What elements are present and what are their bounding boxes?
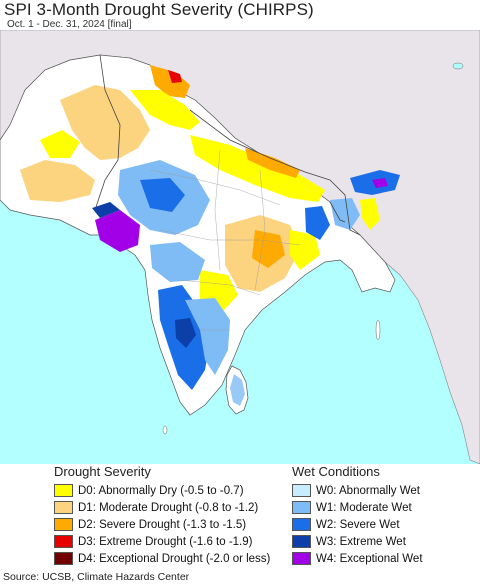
- drought-area-kashmir-extreme: [168, 70, 182, 83]
- wet-legend-item: W0: Abnormally Wet: [292, 483, 420, 498]
- drought-map: [0, 30, 480, 464]
- drought-legend-label: D3: Extreme Drought (-1.6 to -1.9): [78, 535, 253, 548]
- drought-area-kashmir: [150, 65, 190, 98]
- drought-legend-label: D4: Exceptional Drought (-2.0 or less): [78, 552, 271, 565]
- island-maldives: [162, 425, 168, 435]
- wet-area-south: [185, 298, 230, 375]
- wet-legend-label: W2: Severe Wet: [316, 518, 400, 531]
- wet-legend-label: W3: Extreme Wet: [316, 535, 406, 548]
- wet-legend-swatch: [292, 501, 311, 514]
- wet-legend-item: W4: Exceptional Wet: [292, 551, 423, 566]
- wet-legend-label: W1: Moderate Wet: [316, 501, 412, 514]
- wet-legend-label: W4: Exceptional Wet: [316, 552, 423, 565]
- wet-area-bengal: [305, 206, 330, 240]
- wet-area-south-extreme: [175, 318, 196, 348]
- sri-lanka-wet: [230, 374, 245, 406]
- drought-legend-heading: Drought Severity: [54, 464, 151, 479]
- drought-area-odisha: [290, 230, 320, 270]
- drought-area-balochistan: [20, 160, 95, 202]
- drought-area-gangetic: [190, 135, 325, 202]
- drought-legend-swatch: [54, 501, 73, 514]
- drought-legend-item: D1: Moderate Drought (-0.8 to -1.2): [54, 500, 258, 515]
- wet-legend-swatch: [292, 518, 311, 531]
- wet-legend-item: W2: Severe Wet: [292, 517, 400, 532]
- wet-area-bangladesh: [330, 198, 360, 230]
- wet-legend-item: W1: Moderate Wet: [292, 500, 412, 515]
- source-credit: Source: UCSB, Climate Hazards Center: [3, 571, 190, 583]
- map-title: SPI 3-Month Drought Severity (CHIRPS): [4, 0, 314, 19]
- drought-legend-swatch: [54, 518, 73, 531]
- drought-area-afghan-border: [40, 130, 80, 158]
- wet-legend-heading: Wet Conditions: [292, 464, 380, 479]
- wet-area-rajasthan-severe: [140, 178, 185, 212]
- drought-legend-swatch: [54, 535, 73, 548]
- drought-area-nepal: [245, 148, 300, 178]
- wet-legend-swatch: [292, 535, 311, 548]
- drought-legend-swatch: [54, 484, 73, 497]
- wet-legend-item: W3: Extreme Wet: [292, 534, 406, 549]
- wet-legend-label: W0: Abnormally Wet: [316, 484, 420, 497]
- drought-legend-label: D0: Abnormally Dry (-0.5 to -0.7): [78, 484, 244, 497]
- lake-east: [452, 62, 464, 70]
- island-andaman: [375, 319, 381, 341]
- country-borders: [94, 54, 361, 236]
- wet-area-gujarat-extreme: [92, 202, 120, 218]
- drought-area-northeast: [360, 198, 380, 230]
- wet-legend-swatch: [292, 484, 311, 497]
- state-borders: [149, 149, 301, 331]
- drought-area-punjab: [130, 90, 200, 130]
- drought-legend-item: D2: Severe Drought (-1.3 to -1.5): [54, 517, 246, 532]
- drought-legend-label: D2: Severe Drought (-1.3 to -1.5): [78, 518, 247, 531]
- drought-legend-item: D4: Exceptional Drought (-2.0 or less): [54, 551, 270, 566]
- drought-legend-item: D0: Abnormally Dry (-0.5 to -0.7): [54, 483, 244, 498]
- wet-area-northeast-exceptional: [372, 178, 388, 188]
- drought-area-northwest: [60, 85, 150, 160]
- wet-area-gujarat-exceptional: [95, 210, 140, 252]
- wet-legend-swatch: [292, 552, 311, 565]
- wet-area-maharashtra: [150, 242, 205, 282]
- drought-legend-label: D1: Moderate Drought (-0.8 to -1.2): [78, 501, 259, 514]
- drought-legend-swatch: [54, 552, 73, 565]
- drought-legend-item: D3: Extreme Drought (-1.6 to -1.9): [54, 534, 252, 549]
- map-subtitle: Oct. 1 - Dec. 31, 2024 [final]: [7, 19, 132, 30]
